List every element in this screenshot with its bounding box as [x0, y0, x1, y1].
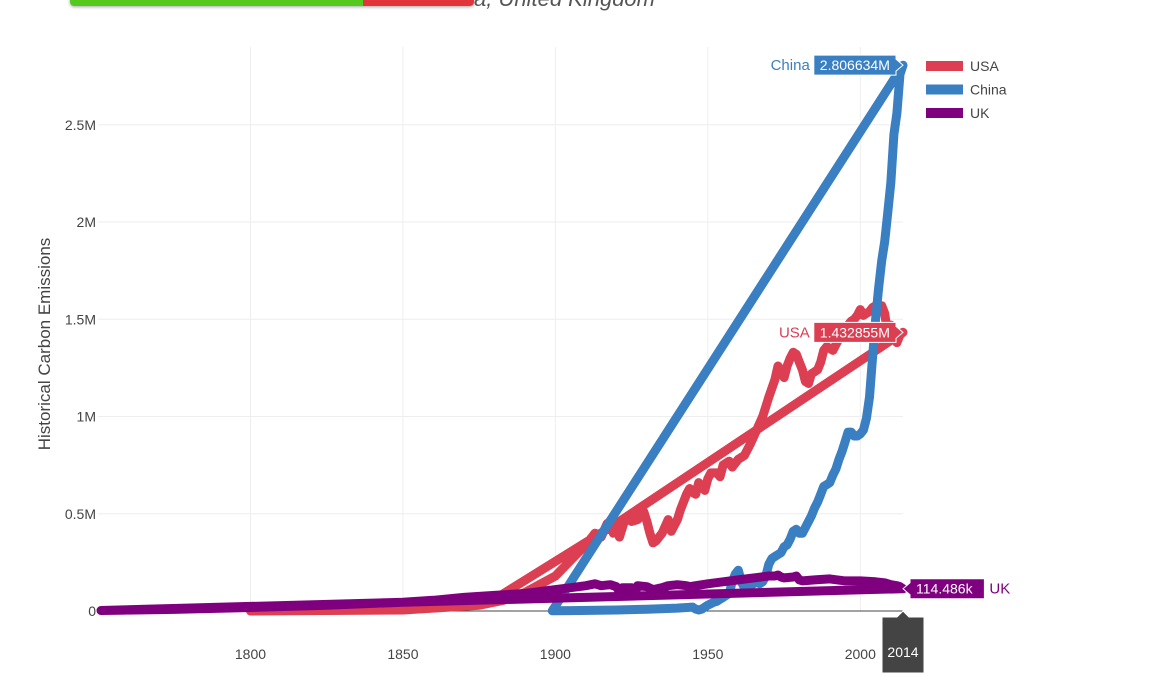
legend-item-uk[interactable]: UK	[926, 105, 990, 121]
top-toolbar[interactable]	[70, 0, 474, 6]
legend-label: UK	[970, 105, 990, 121]
hover-series-name: USA	[779, 324, 810, 341]
x-tick-label: 1850	[387, 646, 418, 662]
y-tick-label: 0.5M	[65, 506, 96, 522]
y-axis-ticks: 0 0.5M 1M 1.5M 2M 2.5M	[65, 117, 96, 619]
y-tick-label: 2M	[77, 214, 96, 230]
hover-box	[813, 321, 904, 343]
hover-label-uk: 114.486k UK	[902, 578, 1010, 600]
hover-series-name: UK	[989, 581, 1010, 598]
hover-box	[902, 578, 985, 600]
hover-label-china: 2.806634M China	[771, 54, 904, 76]
toolbar-green-segment[interactable]	[70, 0, 363, 6]
y-tick-label: 1.5M	[65, 311, 96, 327]
x-tick-label: 1900	[540, 646, 571, 662]
y-tick-label: 1M	[77, 409, 96, 425]
x-hover-value: 2014	[887, 644, 918, 660]
legend-swatch	[926, 108, 963, 118]
legend-swatch	[926, 61, 963, 71]
hover-value: 114.486k	[916, 581, 974, 597]
legend-label: USA	[970, 58, 999, 74]
series-line-china[interactable]	[547, 60, 908, 616]
x-tick-label: 1950	[692, 646, 723, 662]
hover-labels: 2.806634M China 1.432855M USA 114.486k UK 2014	[771, 54, 1010, 674]
series-lines[interactable]	[96, 60, 908, 616]
legend-swatch	[926, 84, 963, 95]
y-tick-label: 2.5M	[65, 117, 96, 133]
legend-label: China	[970, 82, 1007, 98]
hover-series-name: China	[771, 57, 811, 74]
hover-label-usa: 1.432855M USA	[779, 321, 904, 343]
toolbar-red-segment[interactable]	[363, 0, 474, 6]
grid-lines	[98, 47, 903, 611]
y-axis-label: Historical Carbon Emissions	[35, 238, 54, 451]
x-tick-label: 2000	[845, 646, 876, 662]
hover-value: 2.806634M	[820, 57, 890, 73]
y-tick-label: 0	[88, 603, 96, 619]
x-hover-label: 2014	[881, 610, 925, 674]
series-line-uk[interactable]	[96, 570, 908, 615]
hover-value: 1.432855M	[820, 324, 890, 340]
legend-item-china[interactable]: China	[926, 82, 1007, 98]
chart-title-fragment: a, United Kingdom	[474, 0, 655, 12]
x-axis-ticks: 1800 1850 1900 1950 2000	[235, 646, 876, 662]
series-line-usa[interactable]	[246, 301, 908, 616]
x-tick-label: 1800	[235, 646, 266, 662]
x-hover-box	[881, 610, 925, 674]
hover-box	[813, 54, 904, 76]
legend[interactable]: USA China UK	[926, 58, 1007, 121]
legend-item-usa[interactable]: USA	[926, 58, 999, 74]
